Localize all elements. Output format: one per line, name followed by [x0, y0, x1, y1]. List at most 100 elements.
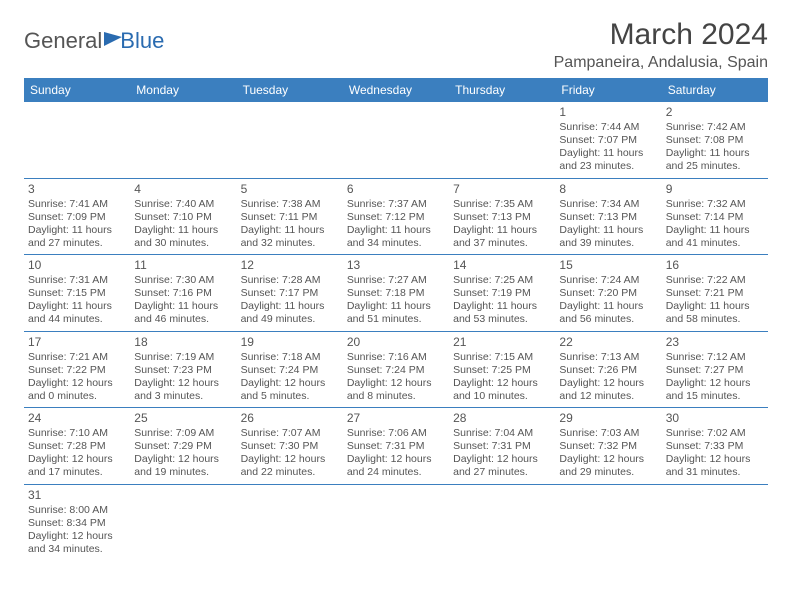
sunrise-text: Sunrise: 7:38 AM [241, 198, 339, 211]
day-cell: 1Sunrise: 7:44 AMSunset: 7:07 PMDaylight… [555, 102, 661, 178]
day-cell [662, 485, 768, 561]
daylight-text: Daylight: 11 hours and 37 minutes. [453, 224, 551, 250]
day-cell: 5Sunrise: 7:38 AMSunset: 7:11 PMDaylight… [237, 179, 343, 255]
day-header: Sunday [24, 78, 130, 102]
sunrise-text: Sunrise: 7:18 AM [241, 351, 339, 364]
day-cell [237, 485, 343, 561]
week-row: 24Sunrise: 7:10 AMSunset: 7:28 PMDayligh… [24, 408, 768, 485]
daylight-text: Daylight: 12 hours and 12 minutes. [559, 377, 657, 403]
weeks-container: 1Sunrise: 7:44 AMSunset: 7:07 PMDaylight… [24, 102, 768, 560]
daylight-text: Daylight: 12 hours and 34 minutes. [28, 530, 126, 556]
day-number: 5 [241, 182, 339, 197]
day-cell [555, 485, 661, 561]
daylight-text: Daylight: 11 hours and 46 minutes. [134, 300, 232, 326]
day-number: 28 [453, 411, 551, 426]
sunset-text: Sunset: 7:32 PM [559, 440, 657, 453]
sunset-text: Sunset: 7:13 PM [453, 211, 551, 224]
day-cell: 28Sunrise: 7:04 AMSunset: 7:31 PMDayligh… [449, 408, 555, 484]
daylight-text: Daylight: 12 hours and 19 minutes. [134, 453, 232, 479]
sunset-text: Sunset: 7:33 PM [666, 440, 764, 453]
day-header-row: Sunday Monday Tuesday Wednesday Thursday… [24, 78, 768, 102]
day-number: 21 [453, 335, 551, 350]
daylight-text: Daylight: 12 hours and 3 minutes. [134, 377, 232, 403]
sunrise-text: Sunrise: 7:04 AM [453, 427, 551, 440]
sunrise-text: Sunrise: 7:31 AM [28, 274, 126, 287]
day-cell [343, 102, 449, 178]
daylight-text: Daylight: 12 hours and 10 minutes. [453, 377, 551, 403]
day-header: Friday [555, 78, 661, 102]
sunrise-text: Sunrise: 7:16 AM [347, 351, 445, 364]
sunset-text: Sunset: 7:25 PM [453, 364, 551, 377]
sunset-text: Sunset: 8:34 PM [28, 517, 126, 530]
daylight-text: Daylight: 12 hours and 29 minutes. [559, 453, 657, 479]
day-cell: 27Sunrise: 7:06 AMSunset: 7:31 PMDayligh… [343, 408, 449, 484]
daylight-text: Daylight: 11 hours and 58 minutes. [666, 300, 764, 326]
day-header: Monday [130, 78, 236, 102]
day-cell: 9Sunrise: 7:32 AMSunset: 7:14 PMDaylight… [662, 179, 768, 255]
sunset-text: Sunset: 7:14 PM [666, 211, 764, 224]
daylight-text: Daylight: 11 hours and 32 minutes. [241, 224, 339, 250]
daylight-text: Daylight: 12 hours and 22 minutes. [241, 453, 339, 479]
day-cell: 20Sunrise: 7:16 AMSunset: 7:24 PMDayligh… [343, 332, 449, 408]
daylight-text: Daylight: 12 hours and 27 minutes. [453, 453, 551, 479]
daylight-text: Daylight: 12 hours and 31 minutes. [666, 453, 764, 479]
sunrise-text: Sunrise: 7:44 AM [559, 121, 657, 134]
day-cell: 29Sunrise: 7:03 AMSunset: 7:32 PMDayligh… [555, 408, 661, 484]
sunrise-text: Sunrise: 7:09 AM [134, 427, 232, 440]
daylight-text: Daylight: 12 hours and 17 minutes. [28, 453, 126, 479]
day-number: 11 [134, 258, 232, 273]
day-cell: 23Sunrise: 7:12 AMSunset: 7:27 PMDayligh… [662, 332, 768, 408]
day-number: 2 [666, 105, 764, 120]
sunset-text: Sunset: 7:24 PM [347, 364, 445, 377]
day-cell: 31Sunrise: 8:00 AMSunset: 8:34 PMDayligh… [24, 485, 130, 561]
day-cell: 13Sunrise: 7:27 AMSunset: 7:18 PMDayligh… [343, 255, 449, 331]
sunset-text: Sunset: 7:27 PM [666, 364, 764, 377]
day-number: 24 [28, 411, 126, 426]
daylight-text: Daylight: 11 hours and 39 minutes. [559, 224, 657, 250]
day-cell: 15Sunrise: 7:24 AMSunset: 7:20 PMDayligh… [555, 255, 661, 331]
logo-text-general: General [24, 28, 102, 54]
sunrise-text: Sunrise: 7:27 AM [347, 274, 445, 287]
sunrise-text: Sunrise: 7:42 AM [666, 121, 764, 134]
day-header: Tuesday [237, 78, 343, 102]
day-number: 1 [559, 105, 657, 120]
day-cell: 2Sunrise: 7:42 AMSunset: 7:08 PMDaylight… [662, 102, 768, 178]
sunrise-text: Sunrise: 7:41 AM [28, 198, 126, 211]
day-cell [237, 102, 343, 178]
sunrise-text: Sunrise: 7:12 AM [666, 351, 764, 364]
sunrise-text: Sunrise: 7:28 AM [241, 274, 339, 287]
day-number: 15 [559, 258, 657, 273]
sunset-text: Sunset: 7:17 PM [241, 287, 339, 300]
week-row: 31Sunrise: 8:00 AMSunset: 8:34 PMDayligh… [24, 485, 768, 561]
sunrise-text: Sunrise: 7:25 AM [453, 274, 551, 287]
day-number: 18 [134, 335, 232, 350]
day-cell [449, 485, 555, 561]
sunrise-text: Sunrise: 7:30 AM [134, 274, 232, 287]
day-number: 22 [559, 335, 657, 350]
day-number: 20 [347, 335, 445, 350]
location-label: Pampaneira, Andalusia, Spain [554, 54, 768, 72]
day-number: 31 [28, 488, 126, 503]
sunset-text: Sunset: 7:21 PM [666, 287, 764, 300]
sunrise-text: Sunrise: 7:35 AM [453, 198, 551, 211]
day-number: 7 [453, 182, 551, 197]
day-number: 8 [559, 182, 657, 197]
day-cell [449, 102, 555, 178]
day-number: 10 [28, 258, 126, 273]
day-cell: 11Sunrise: 7:30 AMSunset: 7:16 PMDayligh… [130, 255, 236, 331]
sunset-text: Sunset: 7:11 PM [241, 211, 339, 224]
sunset-text: Sunset: 7:15 PM [28, 287, 126, 300]
sunrise-text: Sunrise: 7:15 AM [453, 351, 551, 364]
day-cell: 19Sunrise: 7:18 AMSunset: 7:24 PMDayligh… [237, 332, 343, 408]
day-cell: 16Sunrise: 7:22 AMSunset: 7:21 PMDayligh… [662, 255, 768, 331]
day-cell: 30Sunrise: 7:02 AMSunset: 7:33 PMDayligh… [662, 408, 768, 484]
sunset-text: Sunset: 7:31 PM [453, 440, 551, 453]
sunset-text: Sunset: 7:12 PM [347, 211, 445, 224]
daylight-text: Daylight: 11 hours and 34 minutes. [347, 224, 445, 250]
daylight-text: Daylight: 12 hours and 5 minutes. [241, 377, 339, 403]
day-cell: 10Sunrise: 7:31 AMSunset: 7:15 PMDayligh… [24, 255, 130, 331]
logo-text-blue: Blue [120, 28, 164, 54]
sunrise-text: Sunrise: 7:40 AM [134, 198, 232, 211]
day-number: 23 [666, 335, 764, 350]
week-row: 1Sunrise: 7:44 AMSunset: 7:07 PMDaylight… [24, 102, 768, 179]
